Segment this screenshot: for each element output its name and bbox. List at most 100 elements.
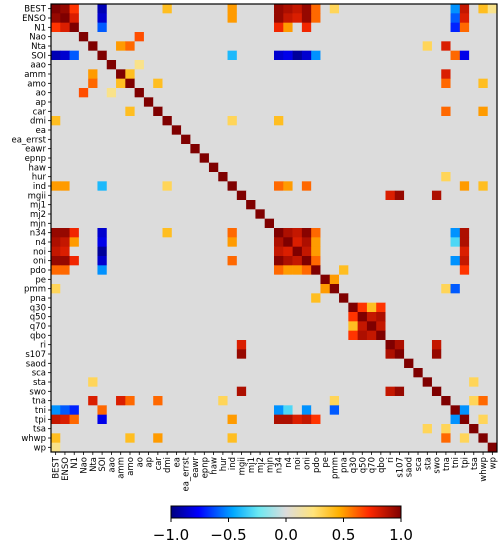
heatmap-cell-ri-ea_errst	[181, 340, 191, 350]
heatmap-cell-eawr-aao	[106, 144, 117, 154]
heatmap-cell-epnp-tna	[441, 153, 451, 164]
heatmap-cell-q50-noi	[292, 312, 303, 322]
heatmap-cell-s107-ENSO	[60, 349, 70, 360]
heatmap-cell-pdo-tsa	[469, 265, 479, 276]
heatmap-cell-haw-BEST	[51, 162, 61, 173]
heatmap-cell-ENSO-ap	[143, 13, 154, 24]
heatmap-cell-hur-tna	[441, 172, 451, 182]
y-tick-label-pna: pna	[30, 294, 46, 304]
heatmap-cell-q30-car	[153, 302, 163, 313]
heatmap-cell-wp-haw	[208, 442, 219, 453]
heatmap-cell-noi-sca	[413, 246, 424, 257]
heatmap-cell-whwp-ENSO	[60, 433, 70, 444]
heatmap-cell-noi-Nao	[78, 246, 89, 257]
heatmap-cell-mjn-tna	[441, 218, 451, 229]
heatmap-cell-ap-tna	[441, 97, 451, 108]
heatmap-cell-ind-q70	[366, 181, 377, 192]
heatmap-cell-mjn-aao	[106, 218, 117, 229]
heatmap-cell-q70-dmi	[162, 321, 173, 332]
heatmap-cell-tsa-mj2	[255, 424, 266, 434]
heatmap-cell-q30-oni	[301, 302, 312, 313]
heatmap-cell-ap-mj2	[255, 97, 266, 108]
heatmap-cell-pmm-aao	[106, 284, 117, 294]
heatmap-cell-q70-tna	[441, 321, 451, 332]
heatmap-cell-ea-saod	[404, 125, 414, 136]
heatmap-cell-pmm-q70	[366, 284, 377, 294]
heatmap-cell-amm-hur	[218, 69, 228, 80]
heatmap-cell-amo-q70	[366, 78, 377, 89]
heatmap-cell-pna-amo	[125, 293, 135, 304]
heatmap-cell-dmi-tni	[450, 116, 461, 126]
heatmap-cell-swo-hur	[218, 386, 228, 397]
heatmap-cell-pdo-ENSO	[60, 265, 70, 276]
heatmap-cell-qbo-q50	[357, 330, 368, 341]
heatmap-cell-qbo-tsa	[469, 330, 479, 341]
heatmap-cell-eawr-mj1	[246, 144, 256, 154]
heatmap-cell-oni-amo	[125, 256, 135, 266]
heatmap-cell-amm-amm	[116, 69, 126, 80]
heatmap-cell-n4-pna	[339, 237, 349, 248]
heatmap-cell-ea-wp	[487, 125, 498, 136]
colorbar-gradient	[170, 505, 402, 519]
heatmap-cell-pe-ap	[143, 274, 154, 285]
heatmap-cell-s107-noi	[292, 349, 303, 360]
heatmap-cell-eawr-tpi	[459, 144, 470, 154]
heatmap-cell-ap-q30	[348, 97, 358, 108]
heatmap-cell-ind-ri	[385, 181, 396, 192]
heatmap-cell-aao-whwp	[478, 60, 489, 70]
heatmap-cell-tna-eawr	[190, 396, 201, 406]
heatmap-cell-oni-q50	[357, 256, 368, 266]
heatmap-cell-q30-SOI	[97, 302, 108, 313]
heatmap-cell-tna-whwp	[478, 396, 489, 406]
heatmap-cell-q50-BEST	[51, 312, 61, 322]
heatmap-cell-q50-q70	[366, 312, 377, 322]
heatmap-cell-q50-eawr	[190, 312, 201, 322]
heatmap-cell-ENSO-s107	[394, 13, 405, 24]
heatmap-cell-dmi-mj1	[246, 116, 256, 126]
heatmap-cell-pmm-BEST	[51, 284, 61, 294]
heatmap-cell-tpi-dmi	[162, 414, 173, 425]
heatmap-cell-noi-mj1	[246, 246, 256, 257]
heatmap-cell-N1-pna	[339, 22, 349, 33]
heatmap-cell-pe-hur	[218, 274, 228, 285]
heatmap-cell-tni-SOI	[97, 405, 108, 416]
heatmap-cell-ri-qbo	[376, 340, 386, 350]
heatmap-cell-BEST-ENSO	[60, 4, 70, 14]
heatmap-cell-pna-ap	[143, 293, 154, 304]
heatmap-cell-hur-pdo	[311, 172, 321, 182]
heatmap-cell-Nao-amo	[125, 32, 135, 42]
heatmap-cell-q30-ind	[227, 302, 238, 313]
heatmap-cell-tni-mj1	[246, 405, 256, 416]
heatmap-cell-amm-s107	[394, 69, 405, 80]
heatmap-cell-dmi-mgii	[236, 116, 247, 126]
heatmap-cell-BEST-mj1	[246, 4, 256, 14]
heatmap-cell-ao-mj2	[255, 88, 266, 98]
heatmap-cell-ao-mgii	[236, 88, 247, 98]
heatmap-cell-SOI-whwp	[478, 50, 489, 61]
heatmap-cell-haw-SOI	[97, 162, 108, 173]
heatmap-cell-ri-ri	[385, 340, 396, 350]
y-tick-label-pmm: pmm	[24, 285, 46, 295]
heatmap-cell-wp-ea_errst	[181, 442, 191, 453]
heatmap-cell-s107-pmm	[329, 349, 340, 360]
heatmap-cell-haw-N1	[69, 162, 80, 173]
heatmap-cell-q50-s107	[394, 312, 405, 322]
heatmap-cell-tpi-pe	[320, 414, 331, 425]
heatmap-cell-ri-tsa	[469, 340, 479, 350]
x-tick-label-n4: n4	[284, 457, 294, 468]
heatmap-cell-mj1-car	[153, 200, 163, 210]
heatmap-cell-wp-sca	[413, 442, 424, 453]
heatmap-cell-q30-eawr	[190, 302, 201, 313]
heatmap-cell-tna-Nao	[78, 396, 89, 406]
heatmap-cell-oni-ENSO	[60, 256, 70, 266]
heatmap-cell-mjn-ao	[134, 218, 145, 229]
heatmap-cell-tna-sca	[413, 396, 424, 406]
heatmap-cell-ri-sta	[422, 340, 433, 350]
heatmap-cell-dmi-BEST	[51, 116, 61, 126]
heatmap-cell-ENSO-mgii	[236, 13, 247, 24]
heatmap-cell-N1-tni	[450, 22, 461, 33]
heatmap-cell-tpi-amm	[116, 414, 126, 425]
heatmap-cell-Nta-n34	[274, 41, 284, 52]
heatmap-cell-swo-q30	[348, 386, 358, 397]
